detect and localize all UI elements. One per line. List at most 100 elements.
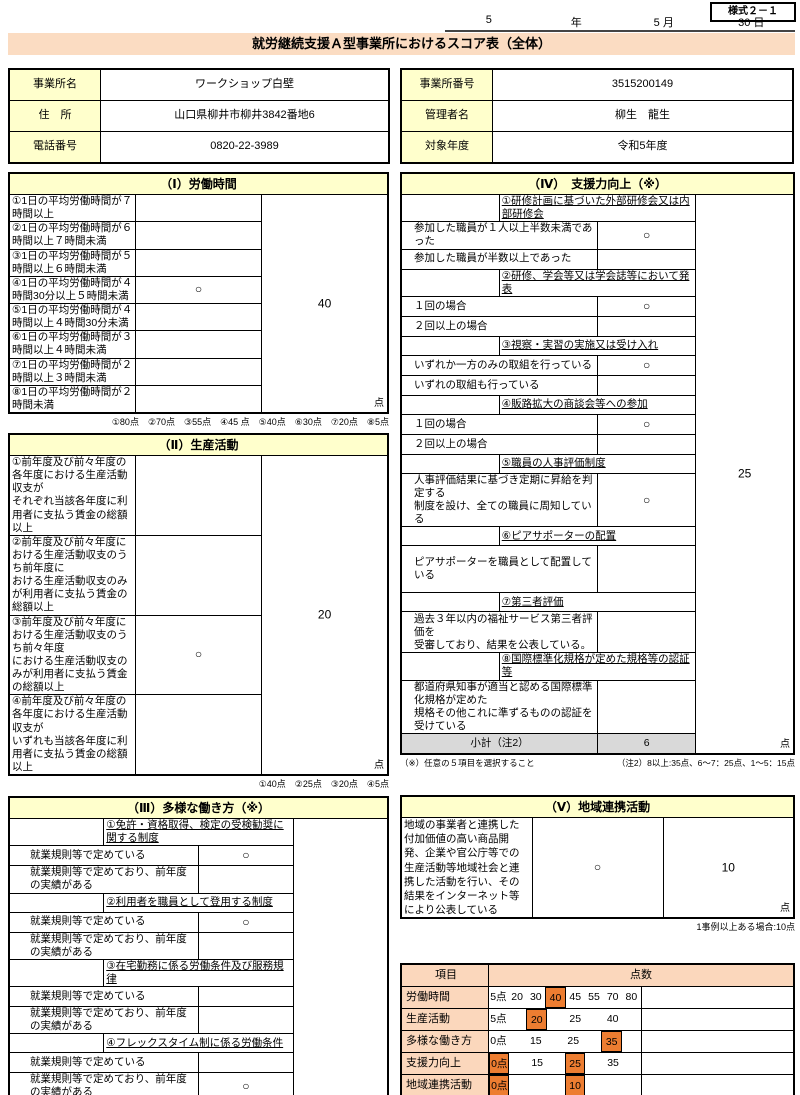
summary-cell: [622, 1010, 640, 1030]
selection-mark: ○: [134, 614, 263, 696]
summary-cell: 10点: [564, 1075, 586, 1095]
table-row: 事業所名 ワークショップ白壁: [8, 68, 390, 101]
section2-score: 20: [317, 607, 332, 622]
right-column: （Ⅳ） 支援力向上（※） ①研修計画に基づいた外部研修会又は内部研修会 25 点…: [400, 172, 795, 1095]
group-header-row: ①研修計画に基づいた外部研修会又は内部研修会 25 点: [400, 193, 795, 755]
table-row: ⑥1日の平均労働時間が３時間以上４時間未満: [8, 330, 388, 359]
date-month: 5 月: [653, 17, 674, 29]
form-number-tag: 様式２－１: [710, 2, 796, 22]
selection-mark: [134, 384, 263, 414]
selection-mark: [134, 694, 263, 776]
section4-score-cell: 25 点: [695, 194, 795, 755]
summary-score-table: 項目 点数 労働時間 5点20点30点40点45点55点70点80点 生産活動 …: [400, 963, 795, 1095]
facility-info-table: 事業所名 ワークショップ白壁 住 所 山口県柳井市柳井3842番地6 電話番号 …: [8, 68, 390, 164]
summary-cell: 5点: [490, 1013, 507, 1026]
table-row: 就業規則等で定めている: [8, 986, 388, 1007]
summary-cell: 70点: [606, 991, 619, 1004]
summary-cell: [585, 1010, 604, 1030]
section5-community-table: （Ⅴ）地域連携活動 地域の事業者と連携した付加価値の高い商品開発、企業や官公庁等…: [400, 795, 795, 920]
table-row: 対象年度 令和5年度: [400, 131, 794, 164]
section1-work-hours-table: （Ⅰ）労働時間 ①1日の平均労働時間が７時間以上 40 点 ②1日の平均労働時間…: [8, 172, 389, 414]
summary-cell: [508, 1010, 527, 1030]
selection-mark: ○: [596, 413, 697, 435]
section2-score-cell: 20 点: [261, 455, 389, 776]
summary-cell: 15点: [529, 1035, 542, 1048]
summary-cell: [545, 1032, 564, 1052]
table-row: 参加した職員が半数以上であった: [400, 248, 794, 270]
section2-title: （Ⅱ）生産活動: [8, 433, 389, 456]
table-row: 電話番号 0820-22-3989: [8, 131, 390, 164]
section1-score-cell: 40 点: [261, 194, 389, 414]
group-header-row: ⑤職員の人事評価制度: [400, 453, 794, 474]
group-title: ④フレックスタイム制に係る労働条件: [103, 1033, 294, 1054]
info-label: 管理者名: [400, 100, 493, 132]
group-title: ④販路拡大の商談会等への参加: [498, 394, 697, 415]
table-row: 参加した職員が１人以上半数未満であった ○: [400, 221, 794, 250]
section5-title: （Ⅴ）地域連携活動: [400, 795, 795, 818]
selection-mark: [134, 221, 263, 250]
group-title: ⑧国際標準化規格が定めた規格等の認証等: [498, 652, 697, 681]
info-value: 柳生 龍生: [492, 100, 794, 132]
summary-row: 生産活動 5点20点25点40点: [400, 1008, 795, 1032]
summary-cell: 55点: [588, 991, 600, 1004]
summary-row: 支援力向上 0点15点25点35点: [400, 1052, 795, 1076]
group-title: ①研修計画に基づいた外部研修会又は内部研修会: [498, 193, 697, 223]
info-label: 電話番号: [8, 131, 101, 164]
summary-cell: [509, 1076, 527, 1095]
subtotal-label: 小計（注2）: [400, 733, 598, 755]
summary-cell: [546, 1054, 564, 1074]
info-label: 事業所名: [8, 68, 101, 101]
selection-mark: [134, 330, 263, 359]
selection-mark: [134, 193, 263, 223]
section3-workstyle-table: （Ⅲ）多様な働き方（※） ①免許・資格取得、検定の受検勧奨に関する制度 35 点…: [8, 796, 389, 1095]
summary-cell: [585, 1054, 603, 1074]
section2-production-table: （Ⅱ）生産活動 ①前年度及び前々年度の各年度における生産活動収支が それぞれ当該…: [8, 433, 389, 776]
group-header-row: ①免許・資格取得、検定の受検勧奨に関する制度 35 点: [8, 817, 389, 1095]
table-row: ①1日の平均労働時間が７時間以上 40 点: [8, 193, 389, 414]
selection-mark: [134, 248, 263, 277]
table-row: ②前年度及び前々年度における生産活動収支のうち前年度に おける生産活動収支のみが…: [8, 534, 388, 616]
selection-mark: [198, 1005, 294, 1035]
summary-header-row: 項目 点数: [400, 963, 795, 988]
subtotal-value: 6: [596, 733, 697, 755]
summary-cell: 0点: [489, 1075, 510, 1095]
section4-footnotes: （※）任意の５項目を選択すること （注2）8以上:35点、6～7：25点、1～5…: [400, 758, 795, 768]
table-row: ③1日の平均労働時間が５時間以上６時間未満: [8, 248, 388, 277]
table-row: 就業規則等で定めており、前年度の実績がある: [8, 1005, 388, 1035]
selection-mark: [198, 931, 294, 960]
selection-mark: [134, 302, 263, 332]
group-title: ⑥ピアサポーターの配置: [498, 526, 697, 547]
table-row: ②1日の平均労働時間が６時間以上７時間未満: [8, 221, 388, 250]
selection-mark: ○: [596, 295, 697, 317]
selection-mark: [596, 248, 697, 270]
section3-title: （Ⅲ）多様な働き方（※）: [8, 796, 389, 819]
summary-cell: 45点: [569, 991, 582, 1004]
section5-footnote: 1事例以上ある場合:10点: [696, 922, 795, 933]
section1-points-legend: ①80点 ②70点 ③55点 ④45 点 ⑤40点 ⑥30点 ⑦20点 ⑧5点: [111, 417, 389, 427]
summary-cell: 40点: [606, 1013, 619, 1026]
selection-mark: ○: [596, 354, 697, 376]
group-header-row: ③在宅勤務に係る労働条件及び服務規律: [8, 958, 388, 988]
summary-cell: [622, 1076, 640, 1095]
group-header-row: ⑧国際標準化規格が定めた規格等の認証等: [400, 652, 794, 681]
group-header-row: ③視察・実習の実施又は受け入れ: [400, 335, 794, 356]
summary-cell: [622, 1032, 640, 1052]
date-line: 5 年 5 月 30 日: [445, 14, 795, 32]
summary-cell: 40点: [545, 987, 566, 1008]
selection-mark: ○: [198, 1072, 294, 1095]
table-row: 事業所番号 3515200149: [400, 68, 794, 101]
table-row: 就業規則等で定めている ○: [8, 845, 388, 867]
page-title: 就労継続支援Ａ型事業所におけるスコア表（全体）: [8, 33, 795, 55]
info-label: 住 所: [8, 100, 101, 132]
table-row: 住 所 山口県柳井市柳井3842番地6: [8, 100, 390, 132]
info-value: 山口県柳井市柳井3842番地6: [100, 100, 390, 132]
date-day: 30 日: [738, 17, 765, 29]
group-title: ②利用者を職員として登用する制度: [103, 892, 294, 913]
table-row: 就業規則等で定めている ○: [8, 911, 388, 933]
table-row: 就業規則等で定めており、前年度の実績がある: [8, 865, 388, 894]
summary-cell: [508, 1032, 527, 1052]
summary-cell: 80点: [625, 991, 638, 1004]
summary-cell: [528, 1076, 546, 1095]
table-row: ①前年度及び前々年度の各年度における生産活動収支が それぞれ当該各年度に利用者に…: [8, 455, 389, 776]
